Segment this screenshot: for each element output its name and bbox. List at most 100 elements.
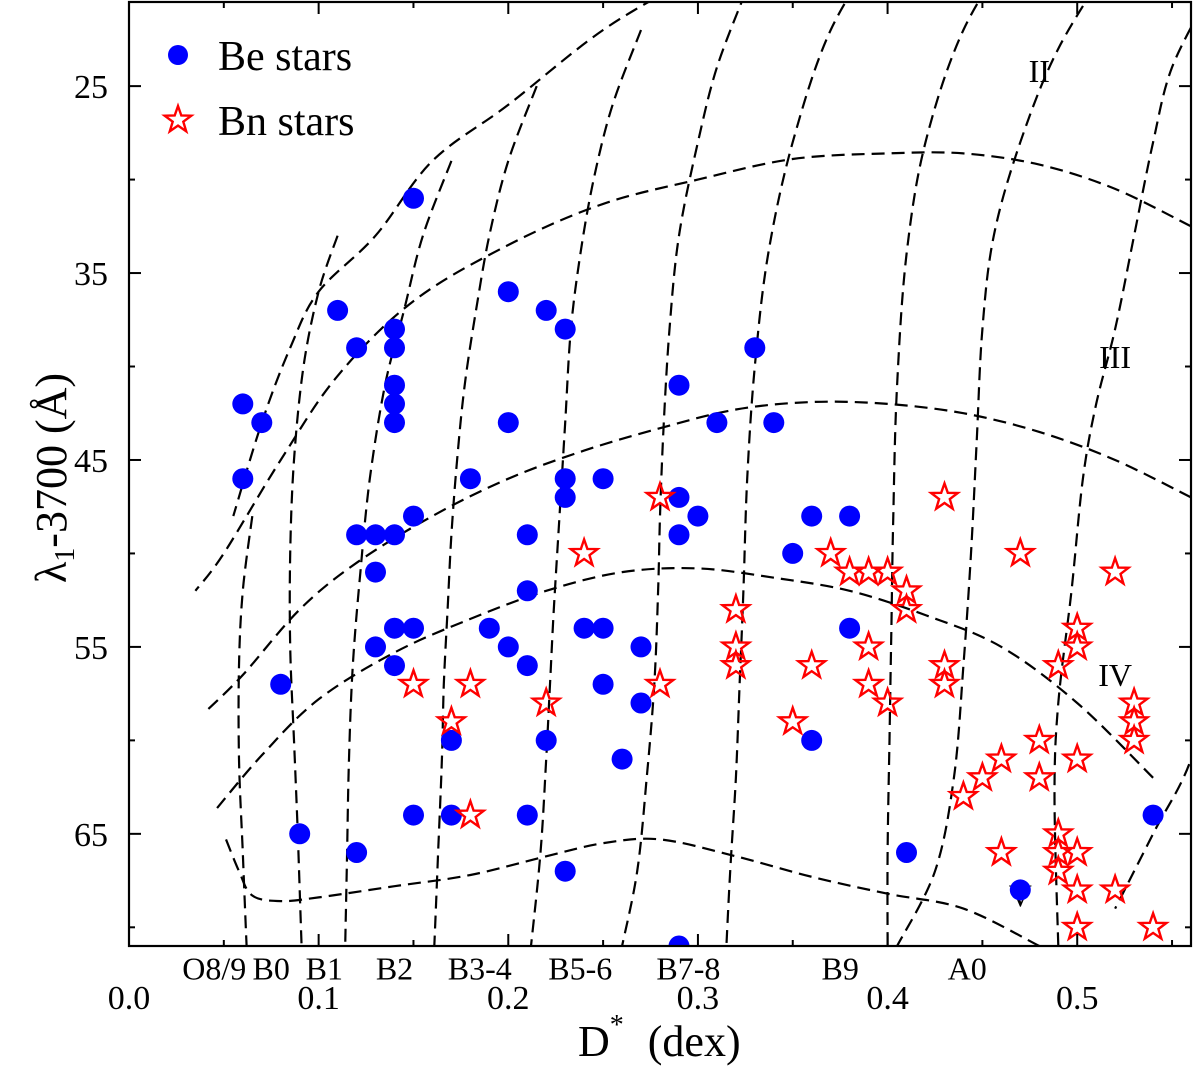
be-star-point [232,468,254,490]
spectral-type-curve [1114,755,1191,910]
x-axis-title: D* (dex) [578,1010,741,1066]
spectral-type-curve [288,235,339,946]
x-tick-label: 0.3 [677,980,720,1017]
luminosity-class-curve [232,2,651,517]
y-tick-label: 55 [74,630,108,667]
bn-star-point [434,704,469,736]
be-star-point [839,617,861,639]
x-tick-label: 0.5 [1056,980,1099,1017]
be-star-point [554,860,576,882]
bn-star-point [965,760,1000,793]
be-star-point [763,412,785,434]
be-star-point [384,393,405,415]
be-star-point [801,505,823,527]
be-star-point [839,505,861,527]
bn-star-point [1022,722,1057,755]
be-star-point [440,729,462,751]
bn-star-point [984,834,1019,867]
be-star-point [497,412,519,434]
be-star-point [365,636,386,658]
luminosity-class-curve [222,833,1040,946]
x-axis-title-sup: * [610,1010,624,1041]
spectral-type-curve [237,515,254,946]
bn-star-point [1060,834,1094,867]
bn-star-point [453,797,488,830]
classification-grid [194,2,1191,946]
spectral-type-label: B9 [822,950,859,986]
legend: Be stars Bn stars [161,34,355,145]
bn-star-point [927,666,962,699]
be-star-point [516,655,538,677]
spectral-type-label: B7-8 [656,950,720,986]
bn-star-point [927,479,962,512]
bn-star-point [643,479,677,512]
bn-star-point [1102,969,1129,994]
spectral-type-label: A0 [948,950,987,986]
bn-star-point [643,666,677,699]
spectral-type-label: B2 [376,950,413,986]
bn-star-point [775,703,810,736]
be-star-point [497,281,519,303]
bn-star-point [1041,853,1076,886]
be-star-point [706,412,728,434]
be-star-point [782,542,804,564]
be-star-point [1142,804,1164,826]
spectral-type-label: B3-4 [448,950,512,986]
be-star-point [270,673,292,695]
x-tick-label: 0.0 [108,980,151,1017]
bn-star-point [396,666,431,699]
spectral-type-curve [621,2,743,946]
bn-star-point [1098,872,1132,905]
bn-star-point [1022,760,1057,793]
bn-star-point [719,591,753,624]
bn-star-point [794,647,829,680]
bn-star-point [1060,872,1094,905]
be-star-point [592,673,614,695]
be-star-point [630,692,652,714]
be-star-point [289,823,311,845]
bn-star-point [1136,909,1170,942]
bn-star-point [1064,951,1091,976]
luminosity-class-label: IV [1098,657,1132,693]
be-star-point [554,486,576,508]
be-star-point [497,636,519,658]
be-star-point [403,617,424,639]
spectral-type-curve [1053,25,1191,946]
bn-star-point [1117,722,1151,755]
be-star-point [630,636,652,658]
y-tick-label: 65 [74,817,108,854]
be-star-point [668,486,690,508]
axis-ticks: 0.0 0.1 0.2 0.3 0.4 0.5 25 35 45 55 65 [74,2,1191,1017]
spectral-type-label: O8/9 [182,950,246,986]
be-star-point [403,505,424,527]
y-tick-label: 45 [74,443,108,480]
spectral-type-curve [725,2,847,946]
be-star-point [346,842,368,863]
y-tick-label: 35 [74,256,108,293]
be-star-point [232,393,254,415]
be-star-point [744,337,766,359]
bn-star-point [1060,741,1094,774]
be-star-point [668,935,690,946]
luminosity-class-curve [213,566,1154,813]
bn-star-point [946,778,981,811]
bn-star-point [851,629,886,662]
luminosity-class-curve [204,400,1191,714]
be-star-point [668,374,690,396]
bn-star-point [718,647,753,680]
be-star-point [896,842,917,863]
be-star-point [516,524,538,546]
be-star-point [384,524,405,546]
be-star-point [384,318,405,340]
be-star-point [403,804,424,826]
be-star-point [535,729,557,751]
legend-be-marker [168,45,188,65]
bn-star-point [889,591,924,624]
be-star-point [516,580,538,602]
bn-star-point [1098,554,1132,587]
bn-star-point [870,554,905,587]
x-axis-title-main: D [578,1017,610,1066]
be-star-point [554,468,576,490]
spectral-type-curve [886,2,980,946]
